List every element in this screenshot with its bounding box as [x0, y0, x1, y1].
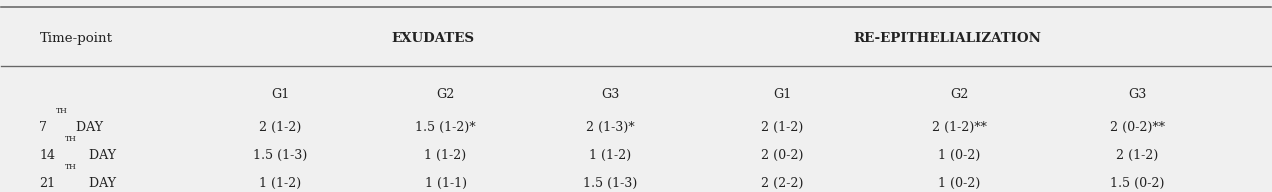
Text: Time-point: Time-point	[39, 32, 112, 45]
Text: G3: G3	[1128, 88, 1146, 101]
Text: 2 (2-2): 2 (2-2)	[761, 177, 803, 190]
Text: DAY: DAY	[73, 121, 103, 134]
Text: 2 (1-2): 2 (1-2)	[259, 121, 301, 134]
Text: G2: G2	[436, 88, 455, 101]
Text: TH: TH	[65, 163, 76, 171]
Text: EXUDATES: EXUDATES	[392, 32, 474, 45]
Text: 1 (0-2): 1 (0-2)	[939, 177, 981, 190]
Text: G2: G2	[950, 88, 969, 101]
Text: RE-EPITHELIALIZATION: RE-EPITHELIALIZATION	[854, 32, 1040, 45]
Text: DAY: DAY	[85, 177, 116, 190]
Text: 2 (1-2): 2 (1-2)	[1117, 149, 1159, 162]
Text: 2 (1-2)**: 2 (1-2)**	[932, 121, 987, 134]
Text: 7: 7	[39, 121, 47, 134]
Text: 1 (1-1): 1 (1-1)	[425, 177, 467, 190]
Text: G1: G1	[271, 88, 290, 101]
Text: 1.5 (1-3): 1.5 (1-3)	[253, 149, 308, 162]
Text: 2 (1-3)*: 2 (1-3)*	[586, 121, 635, 134]
Text: DAY: DAY	[85, 149, 116, 162]
Text: 2 (0-2)**: 2 (0-2)**	[1110, 121, 1165, 134]
Text: 1 (1-2): 1 (1-2)	[425, 149, 467, 162]
Text: 2 (1-2): 2 (1-2)	[761, 121, 803, 134]
Text: 21: 21	[39, 177, 56, 190]
Text: TH: TH	[56, 107, 67, 115]
Text: 1 (1-2): 1 (1-2)	[589, 149, 632, 162]
Text: G3: G3	[602, 88, 619, 101]
Text: 1.5 (1-3): 1.5 (1-3)	[584, 177, 637, 190]
Text: 14: 14	[39, 149, 56, 162]
Text: 1.5 (1-2)*: 1.5 (1-2)*	[415, 121, 476, 134]
Text: G1: G1	[773, 88, 791, 101]
Text: TH: TH	[65, 135, 76, 143]
Text: 2 (0-2): 2 (0-2)	[761, 149, 803, 162]
Text: 1 (0-2): 1 (0-2)	[939, 149, 981, 162]
Text: 1.5 (0-2): 1.5 (0-2)	[1110, 177, 1165, 190]
Text: 1 (1-2): 1 (1-2)	[259, 177, 301, 190]
